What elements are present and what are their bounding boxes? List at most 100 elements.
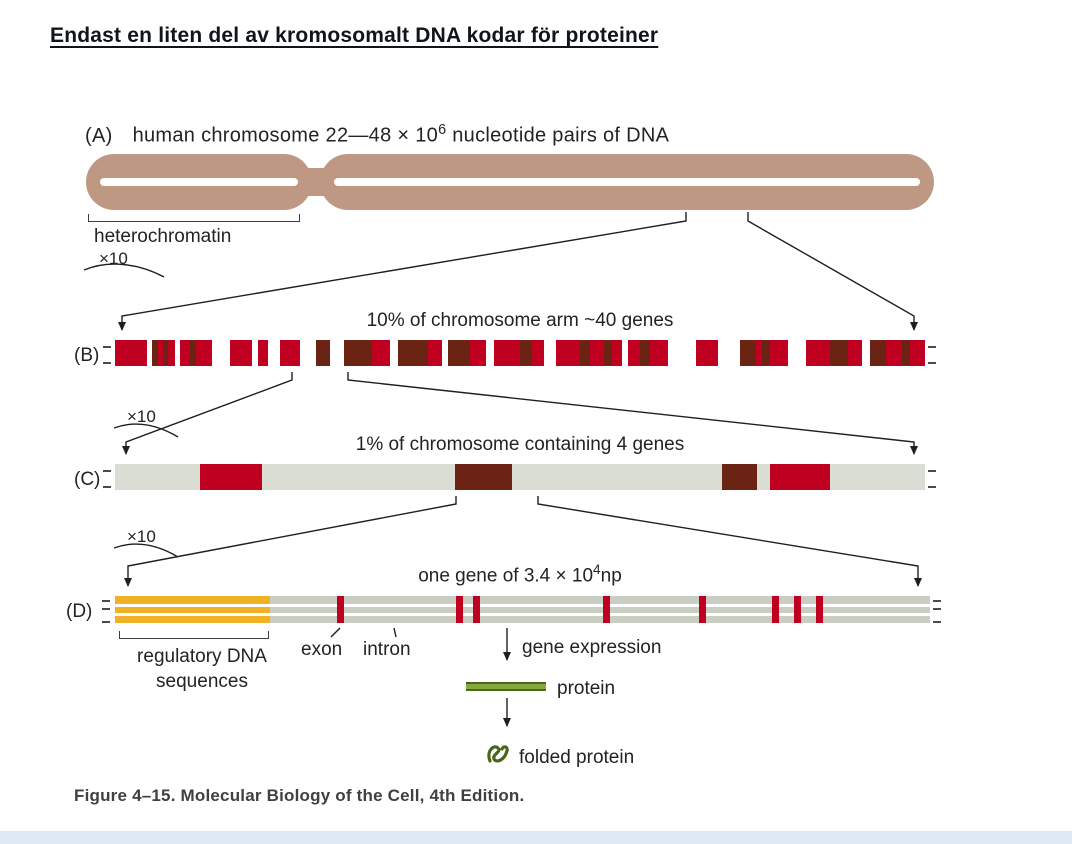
bar-b-segment bbox=[115, 340, 147, 366]
bar-b-continuation-mark-left bbox=[103, 346, 111, 364]
chromatid-gap-right bbox=[334, 178, 920, 186]
exon-label: exon bbox=[301, 639, 343, 660]
gene-bar bbox=[115, 596, 930, 623]
gene-bar-continuation-mark-left bbox=[102, 600, 110, 623]
bar-b-segment bbox=[902, 340, 910, 366]
exon-tick bbox=[772, 596, 779, 623]
regulatory-label-line2: sequences bbox=[156, 671, 248, 692]
exon-tick bbox=[473, 596, 480, 623]
zoom-x10-label-c: ×10 bbox=[127, 527, 156, 546]
bar-b-segment bbox=[544, 340, 556, 366]
exon-tick bbox=[603, 596, 610, 623]
bar-b-segment bbox=[300, 340, 316, 366]
zoom-x10-label-a: ×10 bbox=[99, 249, 128, 268]
bar-b-segment bbox=[604, 340, 612, 366]
zoom-x10-label-b: ×10 bbox=[127, 407, 156, 426]
panel-c-label: (C) bbox=[74, 469, 101, 490]
bar-b-segments bbox=[115, 340, 925, 366]
bar-b-segment bbox=[806, 340, 830, 366]
bar-b-segment bbox=[486, 340, 494, 366]
exon-tick bbox=[699, 596, 706, 623]
bar-b-segment bbox=[258, 340, 268, 366]
bar-b-segment bbox=[622, 340, 628, 366]
bar-b-segment bbox=[762, 340, 770, 366]
gene-bar-separator-line bbox=[115, 604, 930, 607]
bar-b-segment bbox=[556, 340, 580, 366]
panel-a-label: (A) bbox=[85, 124, 113, 147]
exon-tick bbox=[794, 596, 801, 623]
bar-c-continuation-mark-right bbox=[928, 470, 936, 488]
regulatory-region bbox=[115, 596, 270, 623]
bar-b-segment bbox=[628, 340, 640, 366]
regulatory-label-line1: regulatory DNA bbox=[137, 646, 267, 667]
bar-b-segment bbox=[448, 340, 470, 366]
chromosome-shape bbox=[86, 154, 934, 210]
protein-bar-icon bbox=[466, 682, 546, 691]
bar-b-segment bbox=[870, 340, 886, 366]
exon-pointer-line bbox=[330, 627, 341, 638]
bar-b-segment bbox=[168, 340, 175, 366]
bar-b-segment bbox=[442, 340, 448, 366]
bar-b-segment bbox=[668, 340, 696, 366]
slide-title: Endast en liten del av kromosomalt DNA k… bbox=[50, 24, 659, 47]
bar-c-gene-block bbox=[200, 464, 262, 490]
bar-b-segment bbox=[280, 340, 300, 366]
bar-b-title: 10% of chromosome arm ~40 genes bbox=[366, 310, 674, 331]
bar-b-segment bbox=[886, 340, 902, 366]
intron-pointer-line bbox=[393, 627, 397, 638]
chromosome-arm-bar bbox=[115, 340, 925, 366]
bar-b-segment bbox=[212, 340, 230, 366]
bar-b-segment bbox=[640, 340, 650, 366]
bar-b-segment bbox=[740, 340, 756, 366]
gene-bar-continuation-mark-right bbox=[933, 600, 941, 623]
bar-b-segment bbox=[830, 340, 848, 366]
panel-a-title-text: human chromosome 22—48 × 10 bbox=[132, 124, 439, 147]
bar-b-segment bbox=[175, 340, 180, 366]
panel-a-heading: (A) human chromosome 22—48 × 106 nucleoti… bbox=[85, 122, 669, 148]
chromosome-1pct-bar bbox=[115, 464, 925, 490]
bar-c-blocks bbox=[115, 464, 925, 490]
panel-b-label: (B) bbox=[74, 345, 100, 366]
bar-b-segment bbox=[398, 340, 428, 366]
bar-b-segment bbox=[718, 340, 740, 366]
bar-d-title-unit: np bbox=[600, 565, 622, 587]
bar-b-segment bbox=[428, 340, 442, 366]
bar-b-segment bbox=[590, 340, 604, 366]
gene-expression-label: gene expression bbox=[522, 637, 662, 658]
bar-c-title: 1% of chromosome containing 4 genes bbox=[355, 434, 685, 455]
bar-b-segment bbox=[190, 340, 196, 366]
bar-b-segment bbox=[390, 340, 398, 366]
bar-b-segment bbox=[520, 340, 532, 366]
bar-b-segment bbox=[848, 340, 862, 366]
bar-c-gene-block bbox=[770, 464, 830, 490]
bar-b-segment bbox=[205, 340, 212, 366]
bar-b-segment bbox=[316, 340, 330, 366]
chromatid-gap-left bbox=[100, 178, 298, 186]
exon-tick bbox=[816, 596, 823, 623]
panel-a-title-suffix: nucleotide pairs of DNA bbox=[446, 124, 670, 147]
panel-d-label: (D) bbox=[66, 601, 93, 622]
bar-c-gene-block bbox=[722, 464, 757, 490]
exon-tick bbox=[337, 596, 344, 623]
bar-b-segment bbox=[788, 340, 806, 366]
bar-b-segment bbox=[163, 340, 168, 366]
bar-b-segment bbox=[330, 340, 344, 366]
regulatory-bracket bbox=[119, 631, 269, 639]
chromosome-22-illustration bbox=[86, 154, 934, 210]
bar-b-segment bbox=[862, 340, 870, 366]
bar-c-gene-block bbox=[455, 464, 512, 490]
bar-b-segment bbox=[230, 340, 252, 366]
bottom-strip bbox=[0, 831, 1072, 844]
protein-label: protein bbox=[557, 678, 616, 699]
bar-b-segment bbox=[268, 340, 280, 366]
bar-b-segment bbox=[494, 340, 520, 366]
bar-d-title-text: one gene of 3.4 × 10 bbox=[418, 565, 594, 587]
bar-b-segment bbox=[612, 340, 622, 366]
heterochromatin-bracket bbox=[88, 214, 300, 222]
regulatory-label: regulatory DNA sequences bbox=[96, 644, 308, 694]
bar-b-segment bbox=[180, 340, 190, 366]
bar-b-segment bbox=[252, 340, 258, 366]
exon-tick bbox=[456, 596, 463, 623]
bar-b-segment bbox=[910, 340, 925, 366]
